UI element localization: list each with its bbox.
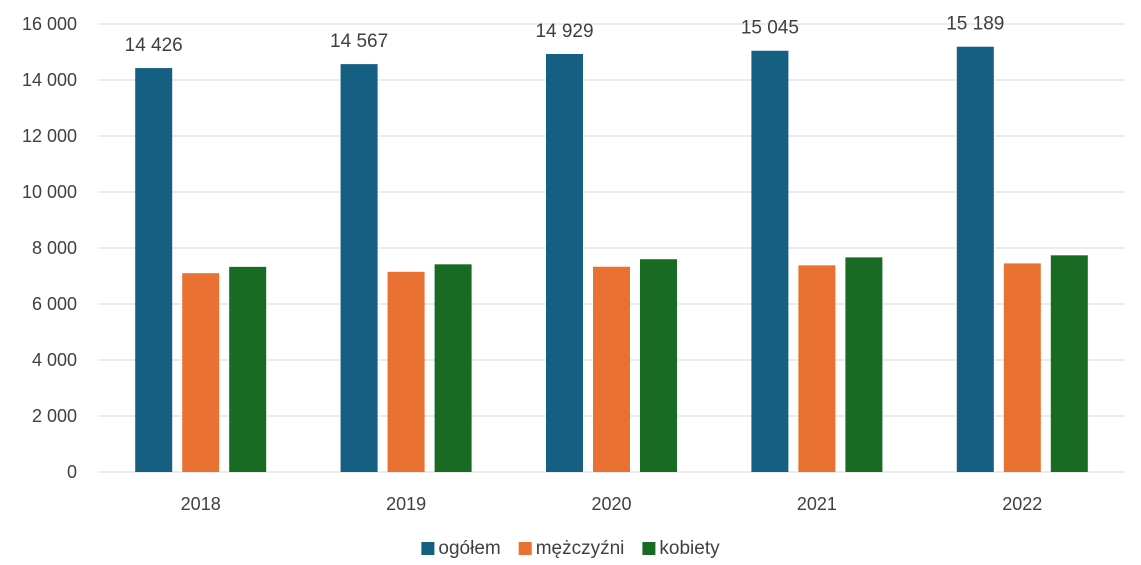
y-tick-label: 2 000: [32, 406, 77, 426]
bars: [135, 46, 1088, 473]
legend-label-kobiety: kobiety: [659, 538, 720, 559]
bar-kobiety-2021: [845, 257, 883, 472]
y-tick-label: 8 000: [32, 238, 77, 258]
legend-swatch-kobiety: [642, 542, 656, 555]
bar-ogółem-2020: [546, 53, 583, 472]
legend-items: ogółem mężczyźni kobiety: [421, 538, 720, 559]
y-tick-label: 0: [67, 462, 77, 482]
bar-mężczyźni-2018: [182, 273, 220, 472]
gridlines: [98, 23, 1125, 473]
bar-mężczyźni-2020: [593, 266, 630, 472]
x-tick-label-2021: 2021: [797, 494, 837, 514]
bar-ogółem-2021: [751, 50, 789, 473]
bar-mężczyźni-2021: [798, 265, 836, 472]
x-tick-label-2019: 2019: [386, 494, 426, 514]
y-tick-label: 6 000: [32, 294, 77, 314]
legend-label-ogółem: ogółem: [438, 538, 500, 559]
data-label-2020: 14 929: [535, 21, 593, 42]
y-tick-label: 12 000: [22, 126, 77, 146]
x-tick-label-2020: 2020: [591, 494, 631, 514]
bar-mężczyźni-2022: [1003, 263, 1041, 472]
legend-label-mężczyźni: mężczyźni: [536, 538, 625, 559]
legend: ogółem mężczyźni kobiety: [421, 538, 720, 559]
data-labels: 14 426 14 567 14 929 15 045 15 189: [125, 14, 1005, 56]
data-label-2022: 15 189: [946, 14, 1004, 35]
data-label-2018: 14 426: [125, 35, 183, 56]
legend-swatch-mężczyźni: [518, 542, 532, 555]
bar-kobiety-2022: [1050, 255, 1088, 472]
y-tick-label: 4 000: [32, 350, 77, 370]
bar-kobiety-2018: [229, 266, 267, 472]
y-tick-label: 14 000: [22, 70, 77, 90]
bar-ogółem-2022: [956, 46, 994, 472]
bar-kobiety-2019: [434, 264, 472, 472]
legend-swatch-ogółem: [421, 542, 435, 555]
bar-ogółem-2019: [340, 64, 378, 473]
y-tick-label: 10 000: [22, 182, 77, 202]
y-tick-label: 16 000: [22, 14, 77, 34]
bar-ogółem-2018: [135, 68, 173, 473]
x-tick-label-2022: 2022: [1002, 494, 1042, 514]
data-label-2021: 15 045: [741, 18, 799, 39]
bar-mężczyźni-2019: [387, 271, 425, 472]
data-label-2019: 14 567: [330, 31, 388, 52]
axes: 0 2 000 4 000 6 000 8 000 10 000 12 000 14 000 1…: [22, 14, 1042, 514]
bar-kobiety-2020: [640, 259, 677, 472]
x-tick-label-2018: 2018: [181, 494, 221, 514]
